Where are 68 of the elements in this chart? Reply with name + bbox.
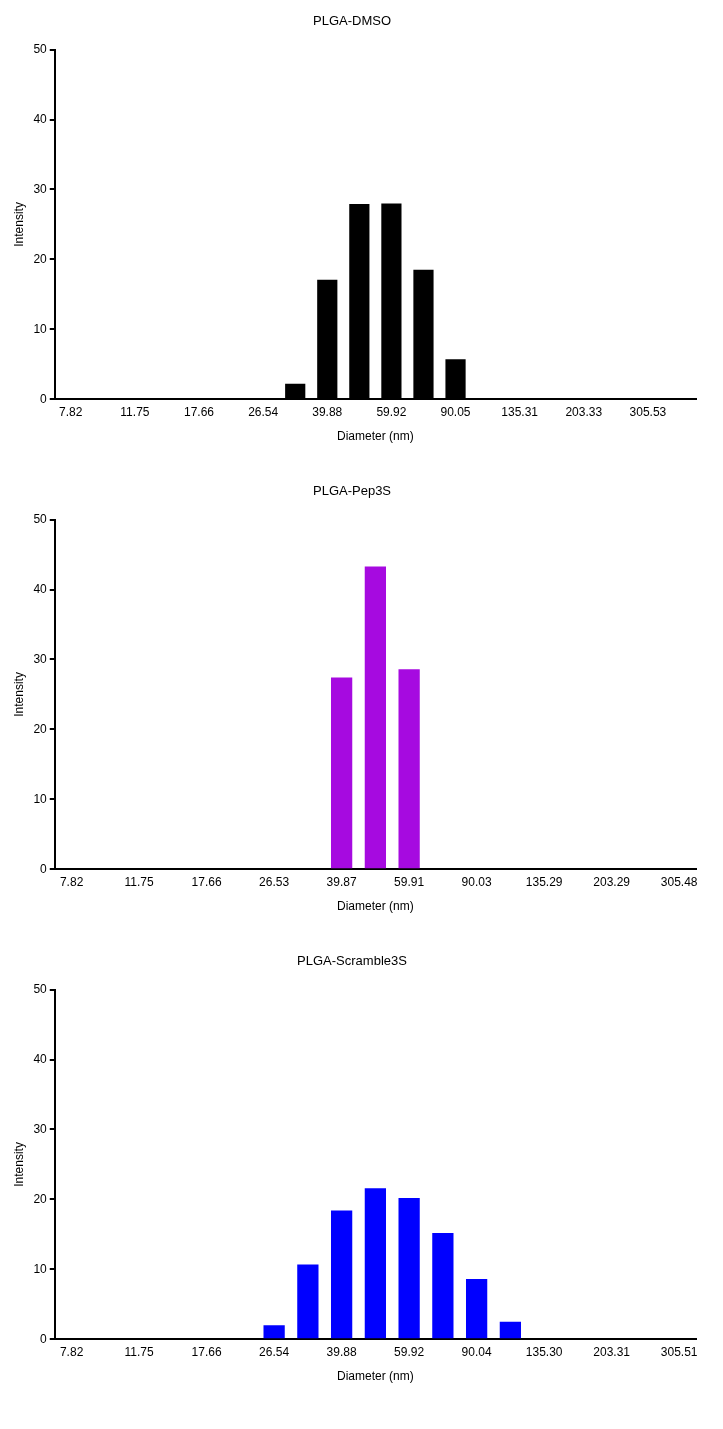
- x-tick-label: 135.31: [501, 404, 539, 419]
- y-tick-label: 0: [40, 391, 48, 406]
- x-tick-label: 11.75: [124, 874, 155, 889]
- x-tick-label: 203.29: [593, 874, 631, 889]
- y-tick-label: 30: [33, 181, 48, 196]
- bar: [263, 1325, 285, 1339]
- bar: [465, 1279, 488, 1339]
- bar: [432, 1232, 454, 1339]
- x-tick-label: 26.53: [259, 874, 290, 889]
- y-tick-label: 10: [33, 321, 48, 336]
- x-tick-label: 17.66: [191, 874, 222, 889]
- x-tick-label: 39.88: [326, 1344, 357, 1359]
- x-tick-label: 135.30: [525, 1344, 563, 1359]
- bar: [499, 1321, 522, 1339]
- x-tick-label: 203.31: [593, 1344, 631, 1359]
- y-tick-label: 30: [33, 1121, 48, 1136]
- x-tick-label: 203.33: [565, 404, 603, 419]
- bar: [330, 677, 353, 869]
- x-tick-label: 305.48: [660, 874, 698, 889]
- x-tick-label: 7.82: [59, 874, 84, 889]
- bar: [330, 1210, 353, 1339]
- bar: [398, 1197, 420, 1339]
- y-tick-label: 10: [33, 1261, 48, 1276]
- x-tick-label: 90.04: [461, 1344, 492, 1359]
- x-tick-label: 59.92: [394, 1344, 425, 1359]
- x-tick-label: 26.54: [259, 1344, 290, 1359]
- y-tick-label: 40: [33, 581, 48, 596]
- y-tick-label: 50: [33, 511, 48, 526]
- y-tick-label: 40: [33, 111, 48, 126]
- y-tick-label: 0: [40, 1331, 48, 1346]
- x-tick-label: 7.82: [59, 1344, 84, 1359]
- y-axis-title: Intensity: [11, 672, 26, 717]
- x-tick-label: 7.82: [59, 404, 83, 419]
- y-tick-label: 40: [33, 1051, 48, 1066]
- x-tick-label: 39.88: [312, 404, 343, 419]
- y-tick-label: 50: [33, 41, 48, 56]
- chart-title: PLGA-DMSO: [312, 13, 392, 29]
- x-axis-title: Diameter (nm): [337, 429, 414, 444]
- x-tick-label: 305.53: [629, 404, 667, 419]
- x-tick-label: 26.54: [248, 404, 279, 419]
- x-tick-label: 305.51: [660, 1344, 698, 1359]
- bar: [364, 566, 387, 869]
- x-tick-label: 135.29: [525, 874, 563, 889]
- bar: [398, 669, 420, 869]
- y-tick-label: 30: [33, 651, 48, 666]
- chart-title: PLGA-Scramble3S: [297, 953, 408, 969]
- x-tick-label: 17.66: [191, 1344, 222, 1359]
- chart-title: PLGA-Pep3S: [312, 483, 392, 499]
- x-tick-label: 11.75: [124, 1344, 155, 1359]
- x-tick-label: 59.92: [376, 404, 407, 419]
- x-tick-label: 90.05: [440, 404, 471, 419]
- y-tick-label: 50: [33, 981, 48, 996]
- bar: [364, 1188, 387, 1339]
- y-tick-label: 20: [33, 1191, 48, 1206]
- x-tick-label: 90.03: [461, 874, 492, 889]
- bar: [297, 1264, 319, 1339]
- y-tick-label: 10: [33, 791, 48, 806]
- y-tick-label: 0: [40, 861, 48, 876]
- x-tick-label: 11.75: [120, 404, 150, 419]
- y-tick-label: 20: [33, 251, 48, 266]
- y-tick-label: 20: [33, 721, 48, 736]
- y-axis-title: Intensity: [11, 202, 26, 247]
- x-tick-label: 17.66: [184, 404, 215, 419]
- y-axis-title: Intensity: [11, 1142, 26, 1187]
- x-axis-title: Diameter (nm): [337, 899, 414, 914]
- x-tick-label: 59.91: [394, 874, 425, 889]
- x-axis-title: Diameter (nm): [337, 1369, 414, 1384]
- x-tick-label: 39.87: [326, 874, 357, 889]
